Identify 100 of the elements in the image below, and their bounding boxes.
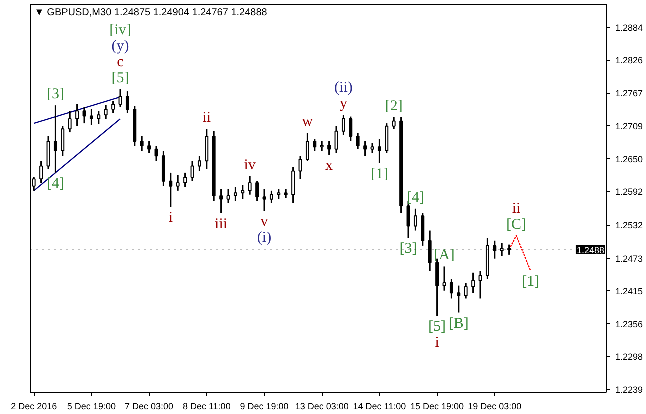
- chart-title: ▼ GBPUSD,M30 1.24875 1.24904 1.24767 1.24888: [34, 8, 268, 18]
- candlestick: [328, 140, 332, 156]
- candlestick: [68, 110, 72, 134]
- candlestick: [234, 186, 238, 202]
- x-tick-label: 8 Dec 11:00: [182, 402, 231, 412]
- candlestick: [140, 136, 144, 152]
- candlestick: [184, 172, 188, 188]
- annotation: [1]: [522, 274, 540, 290]
- candlestick: [508, 244, 512, 256]
- candlestick: [118, 88, 122, 108]
- x-tick-label: 9 Dec 19:00: [240, 402, 289, 412]
- candlestick: [306, 132, 310, 162]
- y-tick-label: 1.2473: [616, 254, 644, 264]
- y-tick-label: 1.2239: [616, 385, 644, 396]
- candlestick: [313, 138, 317, 152]
- candlestick: [378, 138, 382, 164]
- candlestick: [442, 266, 446, 292]
- annotation: [3]: [46, 86, 64, 103]
- candlestick: [190, 160, 194, 182]
- candlestick: [256, 180, 260, 202]
- candlestick: [198, 155, 202, 172]
- annotation: i: [435, 335, 440, 352]
- y-tick-label: 1.2767: [616, 88, 644, 99]
- annotation: (i): [257, 230, 272, 246]
- x-tick-label: 13 Dec 03:00: [295, 402, 349, 412]
- candlestick: [342, 114, 346, 136]
- annotation: [A]: [434, 248, 455, 264]
- annotation: [2]: [385, 98, 403, 114]
- y-tick-label: 1.2298: [616, 352, 644, 362]
- candlestick: [364, 140, 368, 157]
- annotation: [1]: [370, 166, 388, 182]
- y-tick-label: 1.2709: [616, 121, 644, 132]
- candlestick: [169, 172, 173, 208]
- candlestick: [428, 230, 432, 272]
- annotation: [C]: [506, 216, 526, 233]
- annotation: iii: [215, 216, 228, 232]
- candlestick: [320, 140, 324, 152]
- candlestick: [241, 184, 245, 200]
- x-tick-label: 15 Dec 19:00: [410, 402, 464, 412]
- candlestick: [472, 272, 476, 294]
- annotation: [4]: [406, 190, 424, 206]
- candlestick: [262, 188, 266, 212]
- annotation: [5]: [428, 319, 446, 336]
- annotation: (ii): [334, 80, 353, 96]
- annotation: iv: [244, 157, 256, 174]
- x-tick-label: 2 Dec 2016: [11, 402, 58, 412]
- annotation: ii: [512, 200, 521, 217]
- candlestick: [457, 285, 461, 314]
- y-tick-label: 1.2356: [616, 319, 644, 330]
- candlestick: [464, 282, 468, 300]
- annotation: x: [326, 158, 334, 174]
- annotation: y: [340, 96, 348, 112]
- candlestick: [370, 142, 374, 154]
- annotation: [iv]: [110, 22, 132, 38]
- annotation: c: [117, 54, 124, 70]
- x-tick-label: 14 Dec 11:00: [353, 402, 406, 412]
- candlestick: [112, 100, 116, 114]
- candlestick: [148, 140, 152, 154]
- y-tick-label: 1.2415: [616, 286, 644, 296]
- x-tick-label: 19 Dec 03:00: [468, 402, 522, 412]
- candlestick: [292, 166, 296, 204]
- ref-line-label: 1.2488: [576, 245, 605, 256]
- candlestick: [97, 110, 101, 125]
- candlestick: [414, 208, 418, 232]
- annotation: [3]: [400, 241, 418, 258]
- candlestick: [356, 132, 360, 150]
- annotation: i: [168, 210, 173, 226]
- candlestick: [76, 104, 80, 128]
- candlestick: [500, 242, 504, 257]
- candlestick: [176, 174, 180, 192]
- candlestick: [226, 188, 230, 204]
- annotation: [B]: [448, 316, 469, 332]
- candlestick: [248, 176, 252, 196]
- x-tick-label: 5 Dec 19:00: [67, 402, 116, 412]
- x-tick-label: 7 Dec 03:00: [125, 402, 174, 412]
- candlestick: [61, 126, 65, 157]
- candlestick: [82, 106, 86, 124]
- y-tick-label: 1.2650: [616, 154, 644, 164]
- y-tick-label: 1.2884: [616, 23, 644, 34]
- annotation: [4]: [46, 176, 64, 192]
- candlestick: [493, 240, 497, 260]
- candlestick: [90, 108, 94, 126]
- candlestick: [104, 104, 108, 120]
- annotation: w: [302, 114, 314, 130]
- candlestick: [392, 116, 396, 130]
- candlestick: [478, 270, 482, 300]
- annotation: (y): [112, 38, 130, 54]
- annotation: [5]: [112, 70, 130, 86]
- candlestick: [450, 278, 454, 300]
- candlestick: [220, 188, 224, 214]
- candlestick: [126, 90, 130, 114]
- candlestick: [277, 188, 281, 200]
- y-tick-label: 1.2532: [616, 220, 644, 231]
- y-tick-label: 1.2592: [616, 186, 644, 197]
- annotation: v: [260, 214, 269, 230]
- candlestick: [54, 104, 58, 174]
- candlestick: [349, 116, 353, 142]
- annotation: ii: [202, 110, 212, 126]
- candlestick: [298, 155, 302, 180]
- y-tick-label: 1.2826: [616, 56, 644, 66]
